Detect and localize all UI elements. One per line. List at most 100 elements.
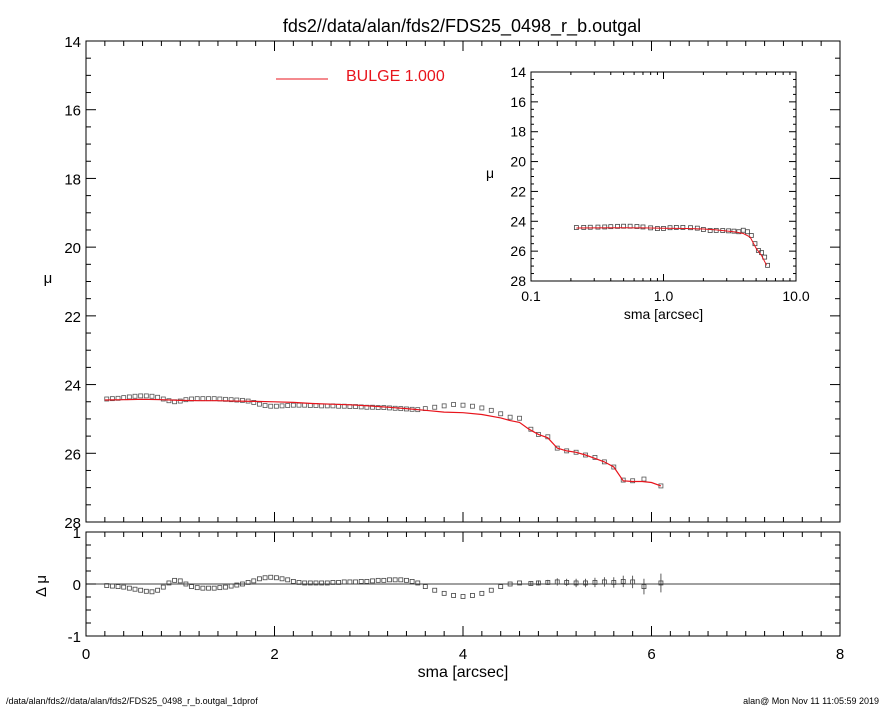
residual-point <box>257 576 262 582</box>
inset-data-point <box>608 224 614 230</box>
main-data-point <box>460 402 466 408</box>
residual-point <box>498 584 504 589</box>
inset-data-point <box>621 223 627 229</box>
inset-data-point <box>673 225 679 230</box>
residual-point <box>488 587 494 593</box>
inset-xtick-label: 10.0 <box>782 288 809 304</box>
residual-point <box>206 585 211 591</box>
residual-ylabel: Δ μ <box>33 575 50 597</box>
main-data-point <box>211 396 217 402</box>
inset-data-point <box>748 233 754 238</box>
inset-data-point <box>640 224 646 230</box>
inset-data-point <box>581 225 587 230</box>
main-data-point <box>109 396 115 402</box>
residual-point <box>296 580 302 585</box>
residual-point <box>528 581 534 586</box>
residual-point <box>370 578 375 584</box>
residual-point <box>319 580 325 586</box>
residual-point <box>189 584 194 589</box>
main-ytick-label: 26 <box>64 446 81 463</box>
main-data-point <box>138 393 144 399</box>
main-data-point <box>257 401 262 407</box>
inset-data-point <box>688 225 693 231</box>
main-data-point <box>155 394 161 400</box>
residual-point <box>601 579 607 585</box>
residual-point <box>177 578 183 584</box>
inset-ytick-label: 22 <box>510 183 526 199</box>
inset-data-point <box>634 224 640 229</box>
residual-point <box>641 584 647 589</box>
inset-data-point <box>707 228 713 233</box>
residual-point <box>422 584 428 589</box>
inset-ylabel: μ <box>486 165 494 181</box>
main-data-point <box>279 403 285 409</box>
main-ytick-label: 16 <box>64 103 81 120</box>
main-data-point <box>536 431 541 437</box>
main-ytick-label: 22 <box>64 309 81 326</box>
residual-point <box>302 580 308 586</box>
inset-data-point <box>587 224 593 230</box>
footer-left: /data/alan/fds2//data/alan/fds2/FDS25_04… <box>6 696 258 706</box>
residual-point <box>240 581 245 587</box>
residual-point <box>387 577 392 583</box>
residual-point <box>132 586 138 592</box>
residual-point <box>517 580 522 586</box>
residual-point <box>115 584 121 589</box>
residual-point <box>507 581 513 587</box>
main-data-point <box>658 483 664 489</box>
residual-point <box>409 579 415 584</box>
inset-data-point <box>595 224 601 230</box>
inset-data-point <box>602 224 608 230</box>
main-data-point <box>498 411 504 417</box>
main-data-point <box>488 407 494 413</box>
main-data-point <box>121 395 127 401</box>
residual-point <box>330 580 336 585</box>
main-data-point <box>601 459 607 465</box>
inset-ytick-label: 14 <box>510 64 526 80</box>
main-data-point <box>126 394 132 400</box>
residual-point <box>336 580 341 585</box>
main-data-point <box>251 400 257 405</box>
main-ylabel: μ <box>44 270 53 287</box>
main-data-point <box>268 403 274 409</box>
main-ytick-label: 28 <box>64 515 81 532</box>
legend-label: BULGE 1.000 <box>346 68 445 85</box>
residual-point <box>381 577 387 583</box>
residual-point <box>279 576 285 582</box>
residual-point <box>324 580 330 586</box>
main-data-point <box>451 402 456 407</box>
main-ytick-label: 24 <box>64 378 81 395</box>
residual-point <box>470 593 475 598</box>
main-data-point <box>143 393 149 399</box>
inset-data-point <box>680 225 686 230</box>
residual-point <box>392 577 398 583</box>
inset-data-point <box>694 225 700 231</box>
main-data-point <box>234 397 240 403</box>
main-data-point <box>620 477 626 483</box>
residual-point <box>211 585 217 591</box>
inset-model-line <box>576 227 768 266</box>
inset-xlabel: sma [arcsec] <box>624 306 703 322</box>
residual-point <box>251 578 257 584</box>
model-line <box>104 398 662 487</box>
main-data-point <box>307 403 313 408</box>
main-data-point <box>177 398 183 404</box>
residual-ytick-label: 0 <box>73 577 81 594</box>
residual-point <box>432 587 438 593</box>
residual-xtick-label: 0 <box>82 646 90 663</box>
residual-point <box>415 580 421 586</box>
residual-point <box>460 594 466 599</box>
residual-point <box>573 580 579 586</box>
residual-ytick-label: -1 <box>68 629 81 646</box>
residual-point <box>217 585 223 591</box>
inset-data-point <box>615 223 620 229</box>
main-data-point <box>370 404 375 410</box>
residual-point <box>353 579 358 585</box>
main-data-point <box>375 405 381 410</box>
inset-ytick-label: 16 <box>510 94 526 110</box>
residual-ytick-label: 1 <box>73 525 81 542</box>
residual-point <box>290 579 296 584</box>
residual-point <box>234 582 240 588</box>
residual-point <box>620 579 626 584</box>
residual-point <box>404 577 409 583</box>
